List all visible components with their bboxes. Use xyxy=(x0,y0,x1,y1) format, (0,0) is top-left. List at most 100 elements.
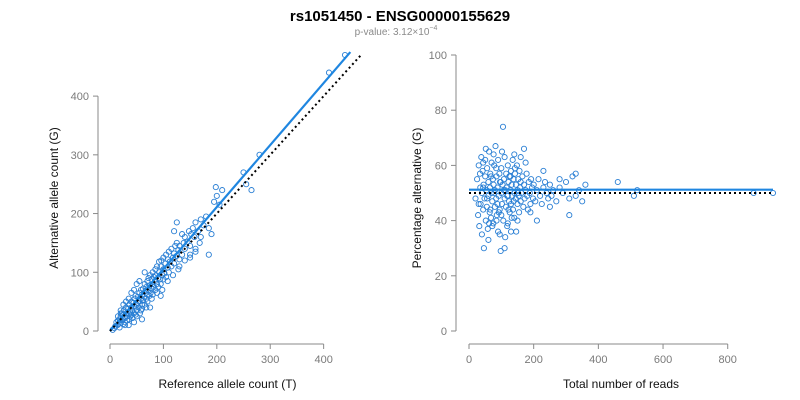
data-point xyxy=(486,209,493,216)
data-point xyxy=(572,170,579,177)
data-point xyxy=(492,143,499,150)
data-point xyxy=(121,322,129,329)
data-point xyxy=(164,278,171,285)
data-point xyxy=(147,304,154,311)
fit-line xyxy=(109,51,352,332)
data-point xyxy=(553,198,560,205)
data-point xyxy=(514,217,521,224)
data-point xyxy=(140,297,147,304)
x-tick-label: 300 xyxy=(261,354,279,366)
data-point xyxy=(127,313,134,320)
data-point xyxy=(205,225,212,232)
subtitle-base: p-value: 3.12×10 xyxy=(355,27,430,38)
data-point xyxy=(216,201,223,208)
data-point xyxy=(566,212,573,219)
data-point xyxy=(132,311,139,318)
data-point xyxy=(532,198,539,205)
data-point xyxy=(493,165,500,172)
chart-subtitle: p-value: 3.12×10−4 xyxy=(355,25,438,38)
data-point xyxy=(480,245,487,252)
data-point xyxy=(133,280,140,288)
data-point xyxy=(171,228,178,235)
data-point xyxy=(499,123,507,130)
data-point xyxy=(192,219,199,226)
data-point xyxy=(196,239,203,246)
y-axis-label: Alternative allele count (G) xyxy=(47,127,61,268)
data-point xyxy=(176,263,183,270)
data-point xyxy=(517,198,524,205)
data-point xyxy=(169,254,177,261)
data-point xyxy=(527,209,534,216)
allele-count-scatter-panel: 0 100 200 300 400 0 100 200 300 400 Reference alle… xyxy=(47,51,362,391)
y-tick-label: 200 xyxy=(71,209,89,221)
data-point xyxy=(143,304,150,311)
data-point xyxy=(148,295,155,302)
data-point xyxy=(504,223,511,230)
data-point xyxy=(137,307,145,314)
x-tick-label: 0 xyxy=(466,354,472,366)
data-point xyxy=(165,269,172,276)
data-point xyxy=(475,200,482,208)
data-point xyxy=(504,162,511,169)
data-point xyxy=(519,173,526,180)
data-point xyxy=(485,178,492,186)
data-point xyxy=(125,322,132,329)
data-point xyxy=(494,200,501,208)
x-axis-label: Reference allele count (T) xyxy=(158,377,296,391)
data-point xyxy=(168,245,175,252)
data-point xyxy=(175,266,182,273)
y-tick-label: 60 xyxy=(435,160,447,172)
data-point xyxy=(487,173,495,180)
data-point xyxy=(152,266,159,273)
data-point xyxy=(482,145,489,152)
data-point xyxy=(192,245,199,252)
data-point xyxy=(497,247,504,255)
y-tick-label: 20 xyxy=(435,271,447,283)
data-point xyxy=(476,170,484,177)
data-point xyxy=(520,181,528,188)
data-point xyxy=(169,272,177,279)
data-point xyxy=(213,192,220,199)
data-point xyxy=(517,154,524,161)
data-point xyxy=(248,187,255,194)
data-point xyxy=(495,209,502,216)
data-point xyxy=(219,187,226,194)
data-point xyxy=(482,173,489,180)
data-point xyxy=(163,273,170,281)
data-point xyxy=(527,200,534,208)
y-tick-label: 80 xyxy=(435,105,447,117)
data-point xyxy=(502,234,509,241)
data-point xyxy=(511,151,518,158)
data-point xyxy=(243,181,250,188)
data-point xyxy=(173,219,180,226)
data-point xyxy=(582,181,589,188)
y-tick-label: 400 xyxy=(71,91,89,103)
data-point xyxy=(500,217,507,224)
data-point xyxy=(510,198,517,205)
data-point xyxy=(157,292,164,299)
data-point xyxy=(480,206,487,213)
data-point xyxy=(211,198,218,205)
data-point xyxy=(159,286,166,293)
data-point xyxy=(507,228,515,235)
data-point xyxy=(144,298,151,305)
data-point xyxy=(509,156,516,163)
data-point xyxy=(482,217,489,224)
data-point xyxy=(546,203,553,210)
data-point xyxy=(475,212,482,219)
data-point xyxy=(508,214,515,221)
data-point xyxy=(478,231,485,238)
data-point xyxy=(187,254,194,261)
data-point xyxy=(205,251,212,258)
data-point xyxy=(197,216,204,223)
data-point xyxy=(497,178,504,186)
reference-line xyxy=(109,54,362,332)
data-point xyxy=(504,192,511,199)
data-point xyxy=(509,206,517,213)
data-point xyxy=(212,184,219,191)
data-point xyxy=(501,245,508,252)
y-tick-label: 100 xyxy=(71,267,89,279)
data-point xyxy=(630,192,637,199)
data-point xyxy=(490,151,497,158)
